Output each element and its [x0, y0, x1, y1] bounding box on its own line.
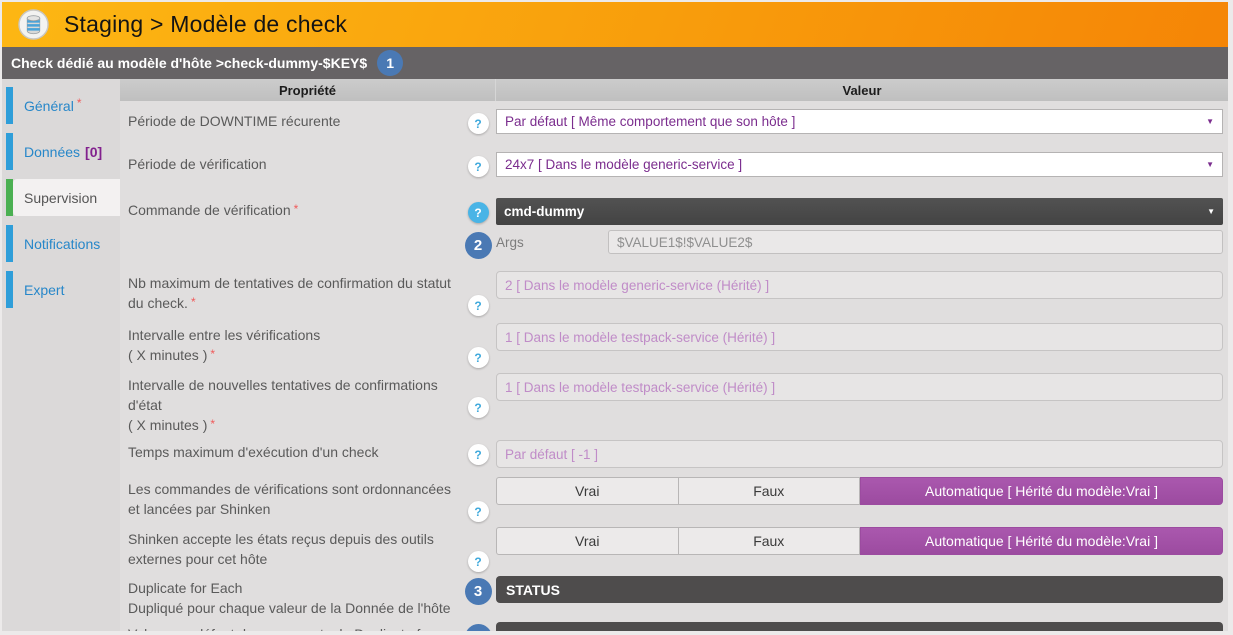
- recurring-downtime-select[interactable]: Par défaut [ Même comportement que son h…: [496, 109, 1223, 134]
- count-badge: [0]: [85, 143, 103, 160]
- database-icon: [18, 9, 49, 40]
- table-row: Temps maximum d'exécution d'un check ?: [120, 436, 1228, 473]
- check-timeout-input[interactable]: [496, 440, 1223, 468]
- required-asterisk: *: [76, 95, 82, 110]
- table-row: Intervalle de nouvelles tentatives de co…: [120, 369, 1228, 436]
- duplicate-foreach-input[interactable]: [496, 576, 1223, 603]
- tab-notifications[interactable]: Notifications: [2, 225, 120, 262]
- help-icon[interactable]: ?: [467, 156, 489, 177]
- tab-expert[interactable]: Expert: [2, 271, 120, 308]
- help-icon[interactable]: ?: [467, 551, 489, 572]
- tab-label: Général: [24, 97, 74, 114]
- active-checks-toggle: Vrai Faux Automatique [ Hérité du modèle…: [496, 477, 1223, 505]
- help-icon[interactable]: ?: [467, 113, 489, 134]
- property-label: Intervalle de nouvelles tentatives de co…: [128, 377, 438, 433]
- help-icon[interactable]: ?: [467, 347, 489, 368]
- table-row: Duplicate for Each Dupliqué pour chaque …: [120, 572, 1228, 618]
- step-badge-1: 1: [377, 50, 404, 76]
- tab-accent-bar: [6, 225, 13, 262]
- chevron-down-icon: ▼: [1207, 207, 1215, 216]
- option-faux-button[interactable]: Faux: [678, 477, 860, 505]
- property-label: Période de DOWNTIME récurente: [128, 113, 341, 129]
- tab-accent-bar: [6, 271, 13, 308]
- tab-label: Expert: [24, 281, 65, 298]
- tab-label: Données: [24, 143, 81, 160]
- tab-donnees[interactable]: Données [0]: [2, 133, 120, 170]
- option-automatique-button[interactable]: Automatique [ Hérité du modèle:Vrai ]: [860, 477, 1223, 505]
- table-row: Valeur par défaut des arguments du Dupli…: [120, 618, 1228, 631]
- property-label: Commande de vérification *: [128, 202, 299, 218]
- required-asterisk: *: [210, 347, 216, 361]
- option-faux-button[interactable]: Faux: [678, 527, 860, 555]
- table-header: Propriété Valeur: [120, 79, 1228, 101]
- required-asterisk: *: [293, 202, 299, 216]
- chevron-down-icon: ▼: [1206, 117, 1214, 126]
- table-row: Nb maximum de tentatives de confirmation…: [120, 267, 1228, 319]
- app-header: Staging > Modèle de check: [2, 2, 1228, 47]
- table-row: Shinken accepte les états reçus depuis d…: [120, 523, 1228, 572]
- chevron-down-icon: ▼: [1206, 160, 1214, 169]
- table-row: Les commandes de vérifications sont ordo…: [120, 473, 1228, 523]
- duplicate-default-value-input[interactable]: [496, 622, 1223, 631]
- args-label: Args: [496, 234, 524, 250]
- option-automatique-button[interactable]: Automatique [ Hérité du modèle:Vrai ]: [860, 527, 1223, 555]
- tab-accent-bar: [6, 133, 13, 170]
- check-period-select[interactable]: 24x7 [ Dans le modèle generic-service ] …: [496, 152, 1223, 177]
- tab-accent-bar: [6, 179, 13, 216]
- option-vrai-button[interactable]: Vrai: [496, 527, 679, 555]
- property-label: Période de vérification: [128, 156, 267, 172]
- table-row: Période de DOWNTIME récurente ? Par défa…: [120, 105, 1228, 148]
- sidebar: Général * Données [0] Supervision Notifica…: [2, 79, 120, 631]
- column-header-property: Propriété: [120, 79, 496, 101]
- table-row: Intervalle entre les vérifications ( X m…: [120, 319, 1228, 369]
- breadcrumb-bar: Check dédié au modèle d'hôte >check-dumm…: [2, 47, 1228, 79]
- property-label: Shinken accepte les états reçus depuis d…: [128, 531, 434, 567]
- page-title: Staging > Modèle de check: [64, 11, 348, 37]
- property-label: Temps maximum d'exécution d'un check: [128, 444, 379, 460]
- args-input[interactable]: [608, 230, 1223, 254]
- step-badge-2: 2: [464, 232, 492, 259]
- tab-supervision[interactable]: Supervision: [2, 179, 120, 216]
- help-icon[interactable]: ?: [467, 444, 489, 465]
- required-asterisk: *: [190, 295, 196, 309]
- tab-general[interactable]: Général *: [2, 87, 120, 124]
- tab-label: Supervision: [24, 189, 98, 206]
- table-row: Période de vérification ? 24x7 [ Dans le…: [120, 148, 1228, 194]
- help-icon[interactable]: ?: [467, 295, 489, 316]
- help-icon[interactable]: ?: [467, 202, 489, 223]
- passive-checks-toggle: Vrai Faux Automatique [ Hérité du modèle…: [496, 527, 1223, 555]
- tab-accent-bar: [6, 87, 13, 124]
- property-label: Intervalle entre les vérifications ( X m…: [128, 327, 321, 363]
- step-badge-3: 3: [464, 578, 492, 605]
- property-label: Nb maximum de tentatives de confirmation…: [128, 275, 451, 311]
- table-row: Commande de vérification * ? 2 cmd-dummy …: [120, 194, 1228, 267]
- help-icon[interactable]: ?: [467, 397, 489, 418]
- step-badge-4: 4: [464, 624, 492, 631]
- retry-interval-input[interactable]: [496, 373, 1223, 401]
- max-check-attempts-input[interactable]: [496, 271, 1223, 299]
- column-header-value: Valeur: [842, 82, 882, 98]
- option-vrai-button[interactable]: Vrai: [496, 477, 679, 505]
- check-description: Check dédié au modèle d'hôte >check-dumm…: [11, 55, 368, 71]
- check-command-select[interactable]: cmd-dummy ▼: [496, 198, 1223, 225]
- required-asterisk: *: [210, 417, 216, 431]
- check-interval-input[interactable]: [496, 323, 1223, 351]
- property-label: Les commandes de vérifications sont ordo…: [128, 481, 451, 517]
- properties-table: Propriété Valeur Période de DOWNTIME réc…: [120, 79, 1228, 631]
- property-label: Valeur par défaut des arguments du Dupli…: [120, 622, 460, 631]
- tab-label: Notifications: [24, 235, 101, 252]
- help-icon[interactable]: ?: [467, 501, 489, 522]
- property-label: Duplicate for Each Dupliqué pour chaque …: [128, 580, 451, 616]
